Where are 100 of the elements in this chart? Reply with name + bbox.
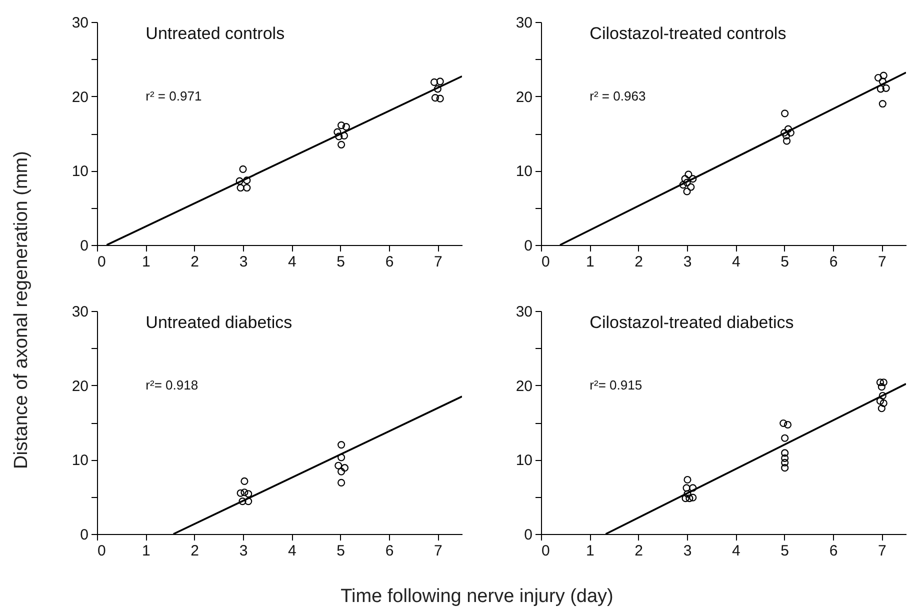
- chart-title: Untreated diabetics: [146, 312, 292, 332]
- point: [876, 378, 884, 386]
- point: [876, 85, 884, 93]
- point: [340, 132, 348, 140]
- point: [683, 178, 691, 186]
- point: [880, 72, 888, 80]
- point: [236, 489, 244, 497]
- point: [682, 494, 690, 502]
- y-axis-title: Distance of axonal regeneration (mm): [11, 151, 33, 469]
- x-tick-label: 6: [829, 542, 838, 560]
- y-tick-label: 30: [72, 14, 88, 32]
- x-tick-label: 2: [634, 254, 644, 270]
- x-tick-label: 4: [288, 254, 296, 270]
- point: [878, 78, 886, 86]
- point: [342, 123, 350, 131]
- point: [874, 74, 882, 82]
- point: [689, 494, 697, 502]
- point: [240, 488, 248, 496]
- annotation: r²= 0.918: [146, 377, 198, 392]
- x-tick-label: 7: [434, 254, 442, 270]
- y-tick-label: 20: [72, 378, 88, 395]
- point: [781, 449, 789, 457]
- point: [238, 498, 246, 506]
- y-tick-label: 0: [80, 526, 88, 544]
- point: [782, 137, 791, 145]
- annotation: r² = 0.963: [590, 88, 646, 104]
- point: [340, 464, 349, 472]
- point: [781, 110, 789, 118]
- x-tick-label: 2: [190, 542, 200, 560]
- y-tick-label: 30: [72, 304, 88, 320]
- x-tick-label: 4: [732, 542, 740, 560]
- y-tick-label: 10: [72, 452, 88, 470]
- point: [784, 420, 792, 429]
- point: [878, 404, 886, 412]
- point: [880, 399, 888, 407]
- y-tick-label: 10: [72, 163, 88, 180]
- y-tick-label: 30: [516, 14, 532, 32]
- x-tick-label: 7: [434, 542, 442, 560]
- x-tick-label: 1: [586, 542, 594, 560]
- point: [338, 478, 346, 486]
- point: [782, 132, 790, 140]
- annotation: r² = 0.971: [146, 88, 202, 104]
- point: [684, 476, 692, 484]
- point: [334, 128, 342, 136]
- point: [689, 175, 697, 183]
- point: [431, 94, 440, 102]
- y-tick-label: 20: [516, 88, 532, 106]
- point: [681, 175, 689, 183]
- x-tick-label: 5: [336, 254, 346, 270]
- point: [244, 490, 252, 498]
- chart-title: Cilostazol-treated diabetics: [590, 312, 794, 332]
- point: [240, 477, 248, 486]
- chart-title: Untreated controls: [146, 24, 285, 43]
- point: [780, 128, 788, 137]
- point: [686, 494, 694, 502]
- point: [786, 128, 794, 137]
- point: [784, 125, 792, 133]
- point: [243, 184, 251, 192]
- point: [684, 490, 692, 498]
- point: [430, 78, 438, 86]
- point: [679, 181, 687, 189]
- chart-title: Cilostazol-treated controls: [590, 24, 786, 43]
- point: [689, 484, 697, 492]
- point: [682, 484, 690, 492]
- x-tick-label: 3: [239, 542, 248, 560]
- x-tick-label: 0: [542, 542, 550, 560]
- x-tick-label: 6: [829, 254, 838, 270]
- x-tick-label: 3: [239, 254, 248, 270]
- y-tick-label: 10: [516, 163, 532, 180]
- x-tick-label: 7: [878, 542, 886, 560]
- x-tick-label: 0: [98, 542, 106, 560]
- y-tick-label: 10: [516, 452, 532, 470]
- point: [880, 378, 888, 386]
- point: [882, 84, 890, 92]
- x-tick-label: 2: [190, 254, 200, 270]
- point: [436, 94, 444, 102]
- x-tick-label: 2: [634, 542, 644, 560]
- x-tick-label: 3: [683, 542, 692, 560]
- x-tick-label: 3: [683, 254, 692, 270]
- y-tick-label: 0: [524, 526, 532, 544]
- point: [338, 140, 346, 148]
- point: [781, 454, 789, 462]
- point: [878, 100, 886, 108]
- point: [878, 383, 886, 391]
- point: [244, 498, 252, 506]
- x-tick-label: 1: [586, 254, 594, 270]
- point: [780, 419, 788, 428]
- point: [338, 468, 346, 476]
- x-tick-label: 5: [780, 542, 790, 560]
- annotation: r²= 0.915: [590, 377, 642, 392]
- point: [687, 183, 695, 191]
- point: [236, 177, 244, 185]
- point: [434, 85, 442, 93]
- point: [781, 434, 789, 442]
- x-axis-title: Time following nerve injury (day): [340, 586, 614, 608]
- point: [338, 122, 346, 130]
- point: [781, 458, 789, 466]
- y-tick-label: 0: [524, 238, 532, 254]
- y-tick-label: 30: [516, 304, 532, 320]
- point: [781, 464, 789, 472]
